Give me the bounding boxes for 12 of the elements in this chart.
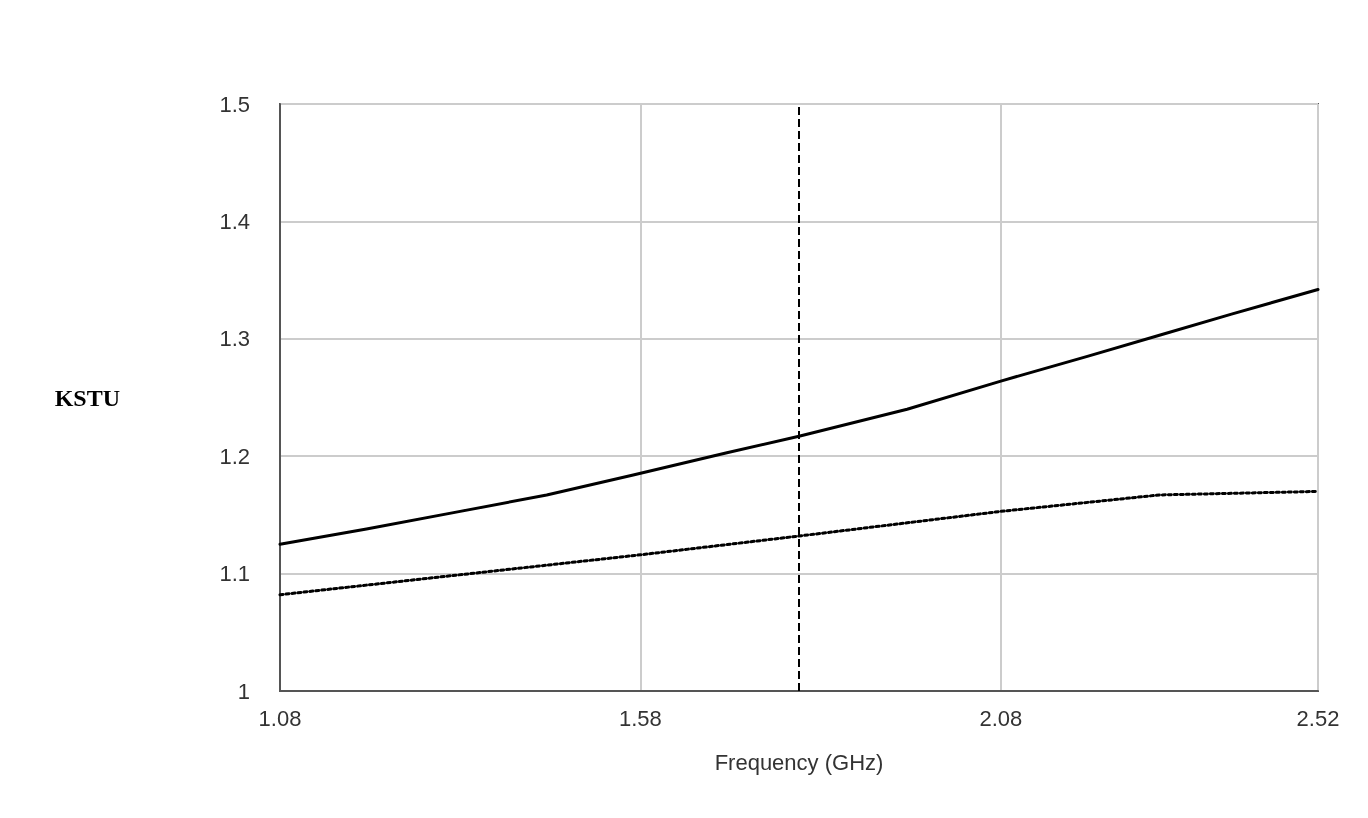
- y-axis-title: KSTU: [54, 384, 120, 411]
- y-tick-label: 1.1: [219, 561, 250, 587]
- y-tick-label: 1: [237, 678, 250, 704]
- x-tick-label: 2.52: [1296, 705, 1340, 731]
- x-axis-title: Frequency (GHz): [714, 749, 884, 775]
- x-tick-label: 2.08: [979, 705, 1023, 731]
- x-tick-label: 1.58: [619, 705, 662, 731]
- y-tick-label: 1.4: [219, 208, 250, 234]
- y-tick-label: 1.2: [219, 443, 250, 469]
- x-tick-label: 1.08: [258, 705, 302, 731]
- y-tick-label: 1.5: [219, 91, 250, 117]
- y-tick-label: 1.3: [219, 326, 250, 352]
